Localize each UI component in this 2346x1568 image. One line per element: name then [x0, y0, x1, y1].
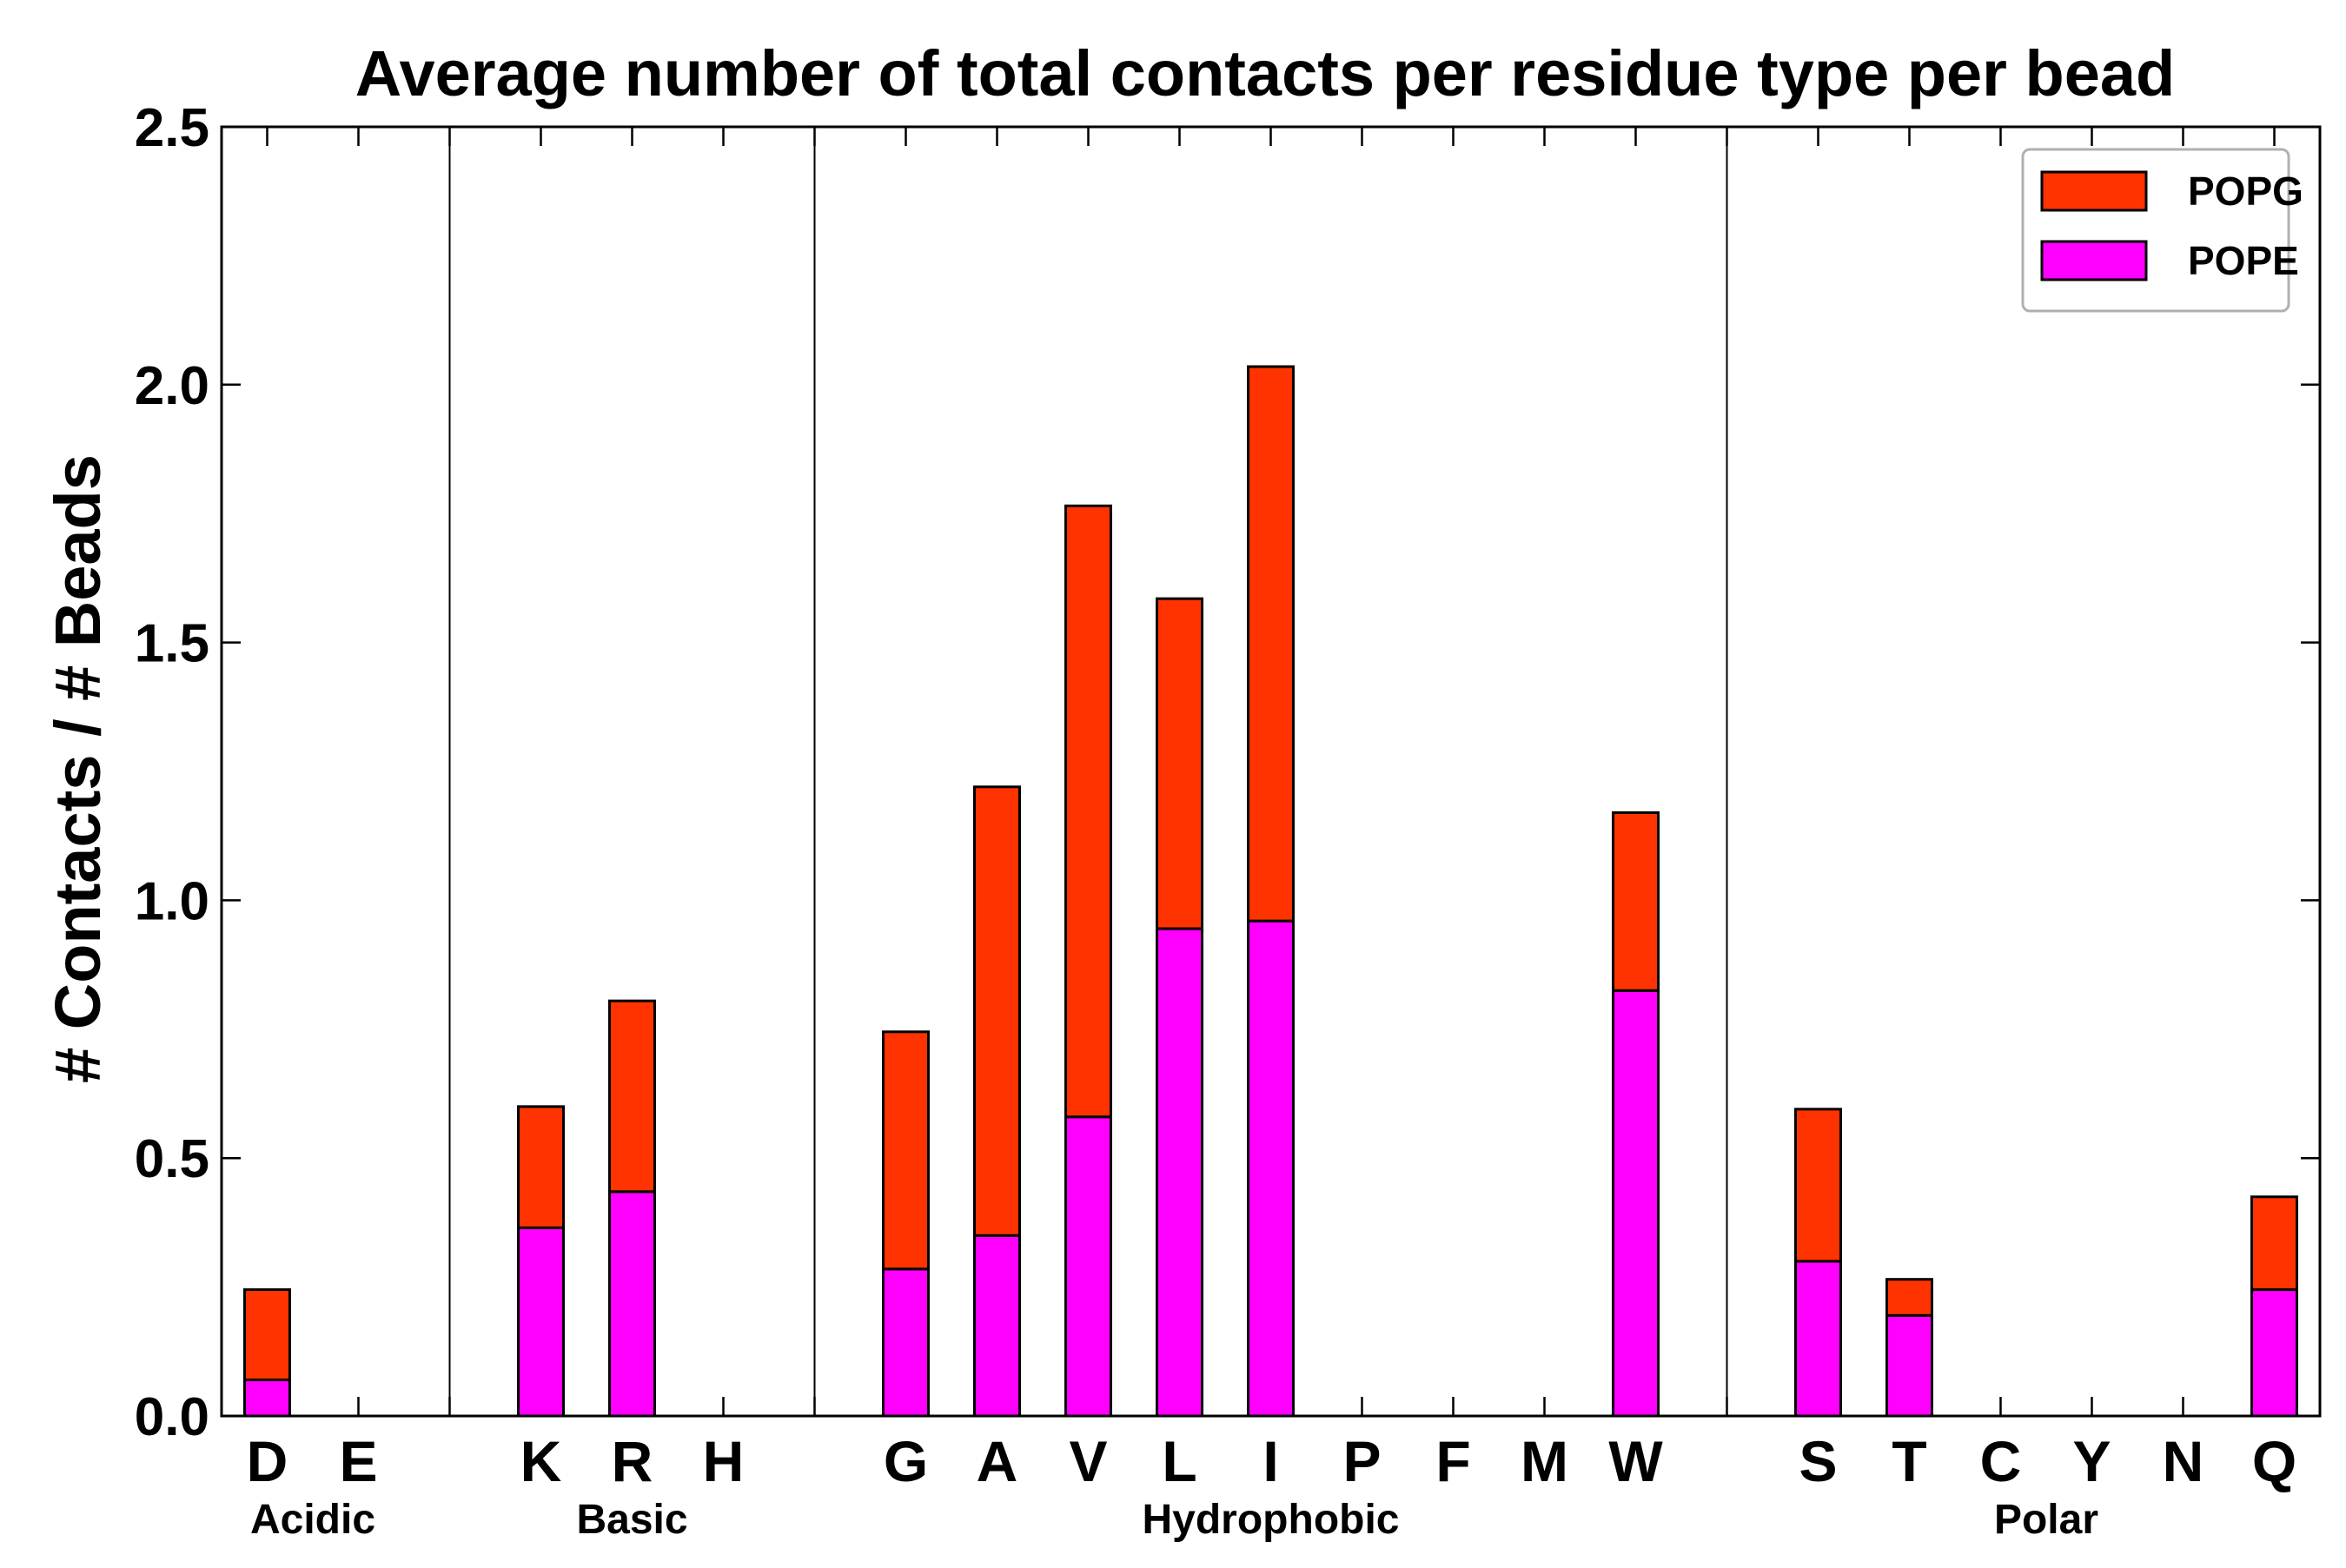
- legend-swatch-popg: [2040, 170, 2148, 212]
- bar-popg-K: [517, 1105, 565, 1229]
- x-tick-label-Q: Q: [2252, 1429, 2296, 1493]
- bar-pope-K: [517, 1226, 565, 1418]
- x-tick-label-D: D: [247, 1429, 288, 1493]
- y-tick-label: 2.5: [135, 98, 209, 158]
- bar-pope-A: [973, 1234, 1021, 1418]
- bar-pope-W: [1612, 989, 1660, 1418]
- x-tick-label-V: V: [1069, 1429, 1107, 1493]
- chart-title: Average number of total contacts per res…: [355, 37, 2175, 109]
- y-tick-label: 1.0: [135, 871, 209, 931]
- group-label-hydrophobic: Hydrophobic: [1143, 1497, 1400, 1543]
- x-tick-label-I: I: [1262, 1429, 1278, 1493]
- x-tick-label-P: P: [1342, 1429, 1381, 1493]
- bar-popg-T: [1885, 1278, 1933, 1317]
- x-tick-label-G: G: [884, 1429, 928, 1493]
- y-tick-label: 0.5: [135, 1129, 209, 1189]
- bar-pope-I: [1247, 919, 1295, 1418]
- legend: POPG POPE: [2021, 148, 2303, 313]
- bar-popg-V: [1064, 504, 1112, 1119]
- x-tick-label-S: S: [1799, 1429, 1837, 1493]
- bar-pope-Q: [2250, 1288, 2298, 1418]
- bar-pope-T: [1885, 1313, 1933, 1418]
- legend-swatch-pope: [2040, 240, 2148, 281]
- y-tick-label: 1.5: [135, 614, 209, 674]
- x-tick-label-E: E: [339, 1429, 377, 1493]
- x-tick-label-M: M: [1521, 1429, 1568, 1493]
- bar-popg-R: [608, 999, 656, 1194]
- x-tick-label-A: A: [977, 1429, 1018, 1493]
- y-tick-label: 2.0: [135, 356, 209, 416]
- bar-pope-D: [243, 1378, 291, 1418]
- x-tick-label-W: W: [1608, 1429, 1663, 1493]
- legend-label-pope: POPE: [2188, 238, 2299, 283]
- bar-pope-G: [882, 1267, 930, 1418]
- x-tick-label-N: N: [2163, 1429, 2204, 1493]
- x-tick-label-R: R: [612, 1429, 653, 1493]
- x-tick-label-Y: Y: [2072, 1429, 2111, 1493]
- bar-popg-G: [882, 1030, 930, 1271]
- bar-popg-I: [1247, 365, 1295, 923]
- group-label-acidic: Acidic: [250, 1497, 375, 1543]
- x-tick-label-C: C: [1980, 1429, 2022, 1493]
- group-label-basic: Basic: [576, 1497, 687, 1543]
- bar-popg-D: [243, 1288, 291, 1381]
- bar-popg-S: [1794, 1108, 1842, 1263]
- x-tick-label-K: K: [520, 1429, 562, 1493]
- legend-label-popg: POPG: [2188, 169, 2303, 214]
- bar-pope-R: [608, 1190, 656, 1418]
- x-tick-label-F: F: [1435, 1429, 1470, 1493]
- bar-pope-L: [1156, 927, 1203, 1418]
- bar-pope-V: [1064, 1115, 1112, 1418]
- plot-area: 0.0 0.5 1.0 1.5 2.0 2.5 D E K R H G A V L I P F M W S T C Y N Q Ac…: [135, 98, 2322, 1543]
- bar-pope-S: [1794, 1260, 1842, 1418]
- x-tick-label-T: T: [1892, 1429, 1926, 1493]
- bar-popg-L: [1156, 597, 1203, 930]
- bar-popg-A: [973, 785, 1021, 1237]
- y-tick-label: 0.0: [135, 1387, 209, 1447]
- y-axis-label: # Contacts / # Beads: [42, 454, 114, 1083]
- bar-popg-Q: [2250, 1195, 2298, 1292]
- group-label-polar: Polar: [1994, 1497, 2098, 1543]
- bar-popg-W: [1612, 810, 1660, 992]
- x-tick-label-L: L: [1162, 1429, 1196, 1493]
- x-tick-label-H: H: [703, 1429, 745, 1493]
